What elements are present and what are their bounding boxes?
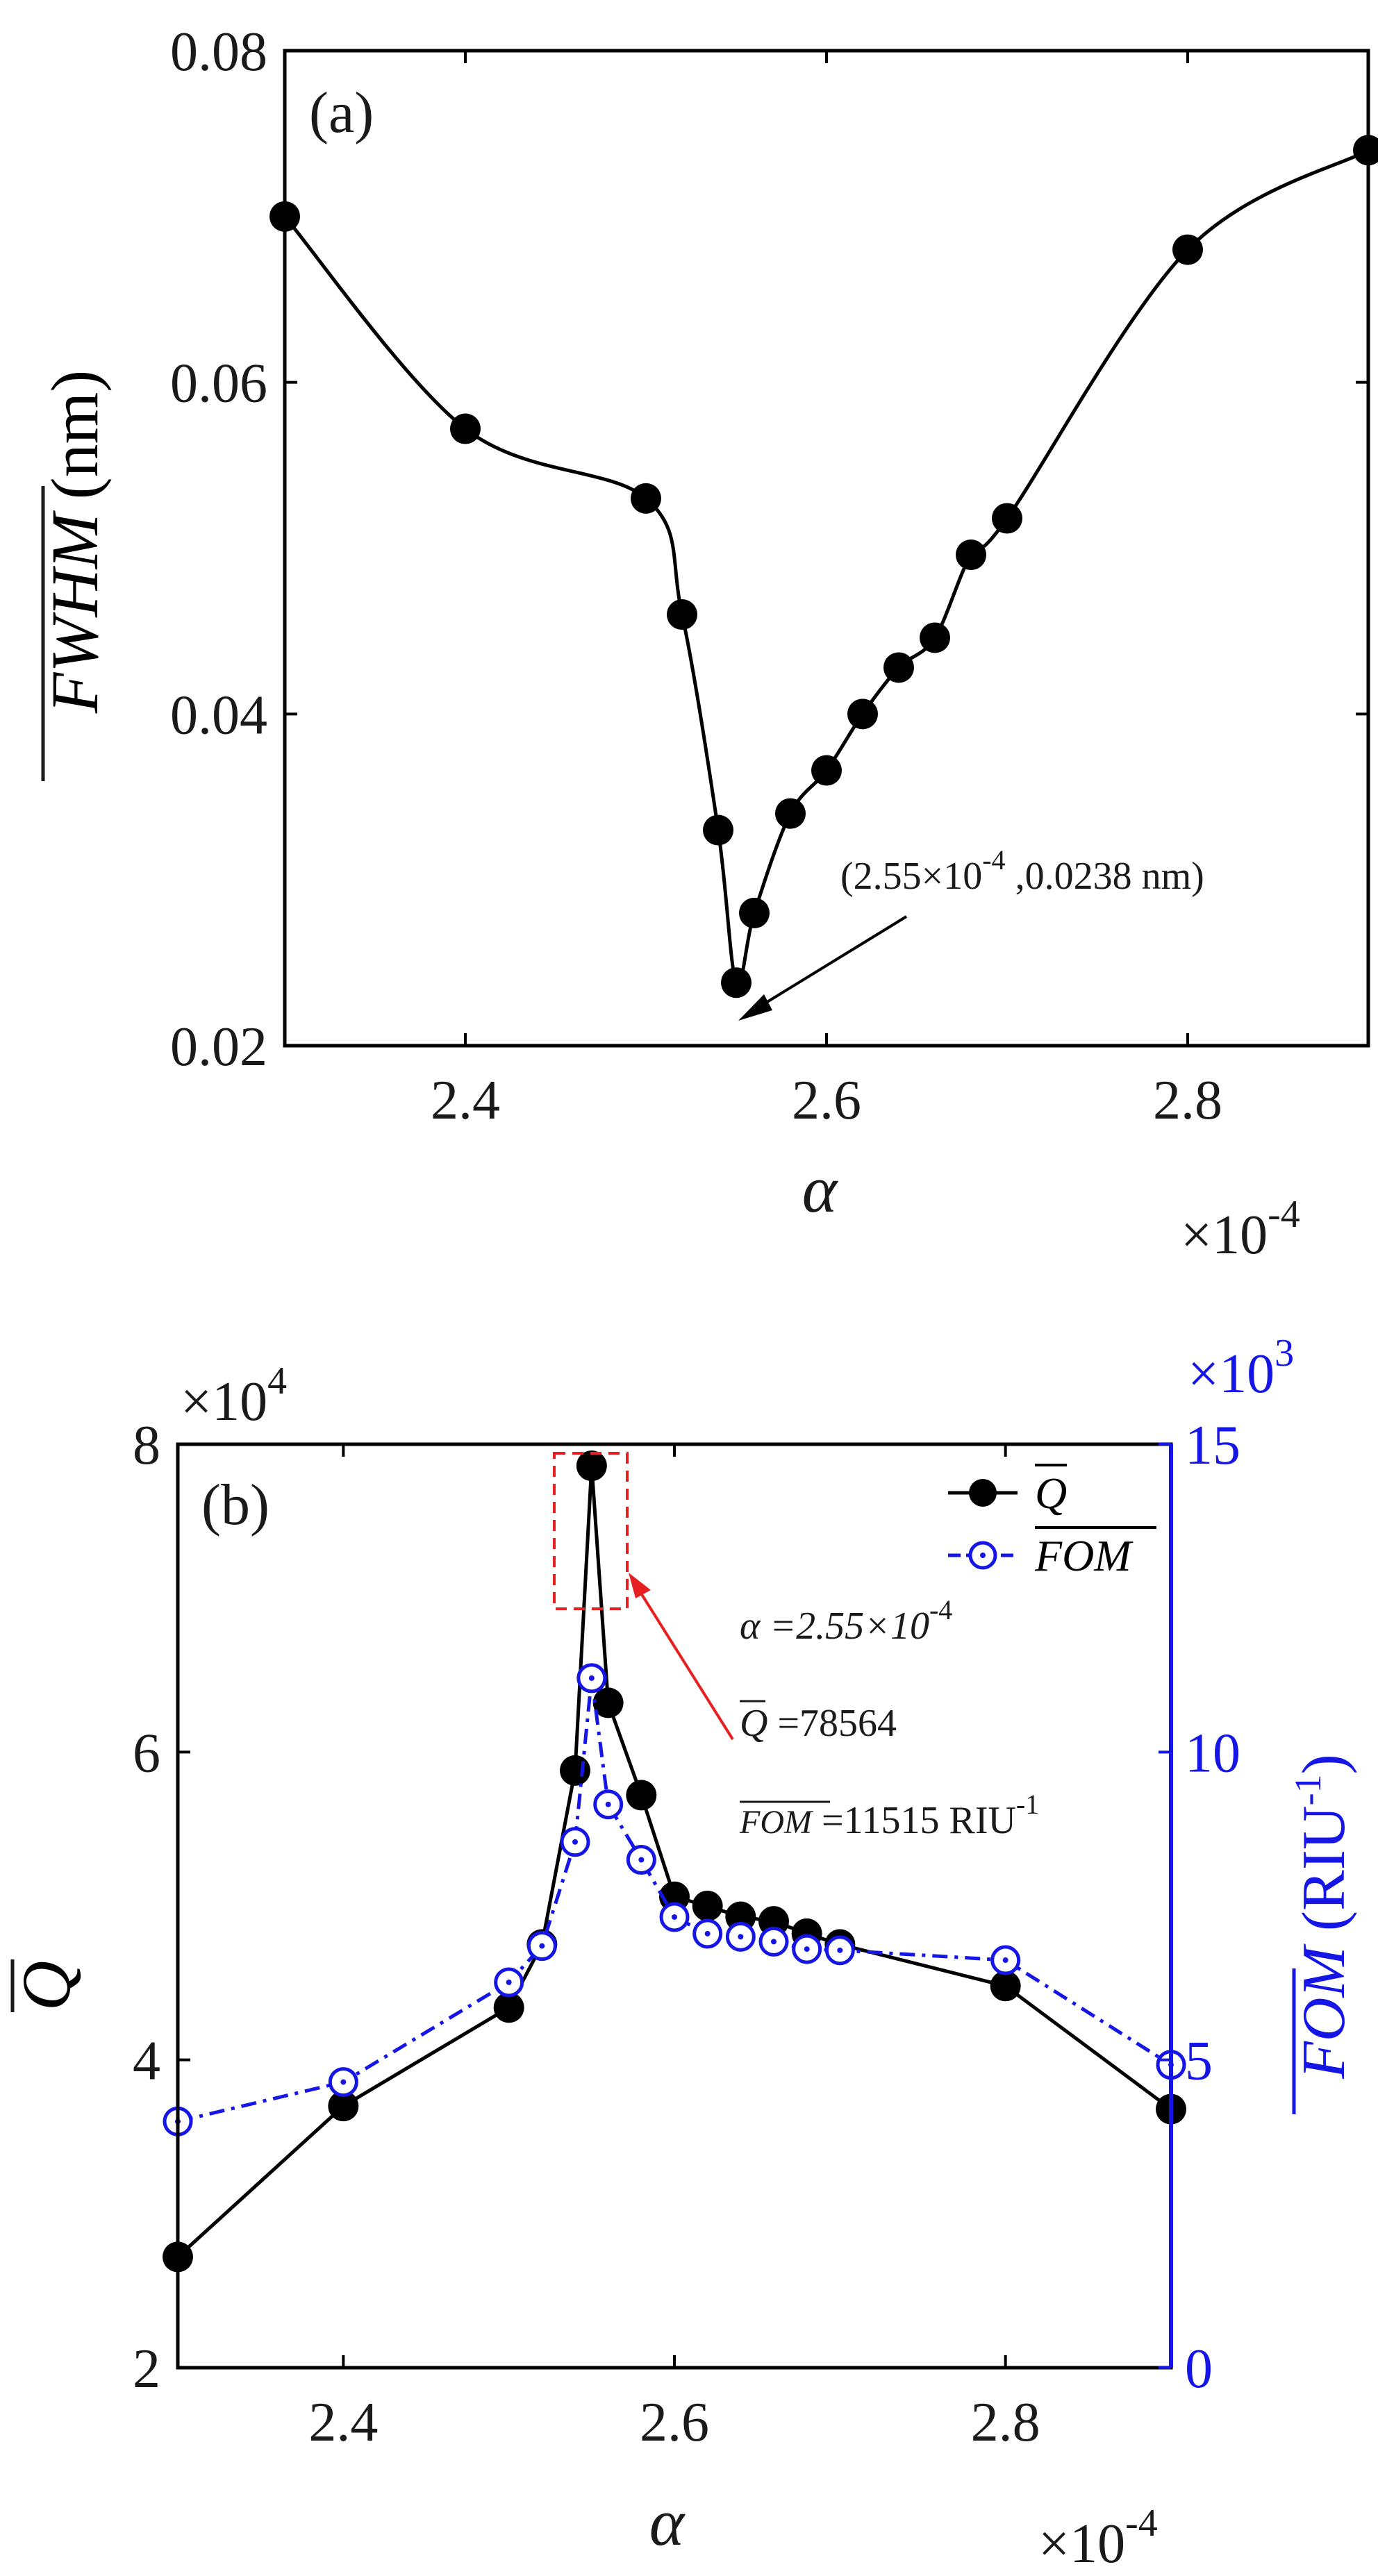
panel-a-y-axis-label: FWHM (nm) [38, 370, 112, 781]
panel-b-x-axis-label: α [649, 2485, 686, 2559]
panel-b-x-tick-label-0: 2.4 [308, 2392, 378, 2453]
panel-b-x-tick-label-1: 2.6 [640, 2392, 709, 2453]
svg-text:FWHM(nm): FWHM (nm) [38, 370, 112, 714]
panel-b-y-left-tick-label-2: 6 [133, 1723, 160, 1784]
panel-b-y-left-multiplier: ×104 [181, 1360, 287, 1432]
panel-a-annotation-arrow [738, 915, 908, 1021]
panel-b-annotation: α =2.55×10-4 Q =78564 FOM =11515 RIU-1 [739, 1594, 1039, 1842]
fwhm-point-15 [1353, 135, 1378, 166]
fom-point-center-10 [738, 1934, 744, 1940]
panel-a-x-multiplier: ×10-4 [1181, 1193, 1300, 1266]
fwhm-point-8 [811, 755, 842, 786]
legend-fom-label: FOM [1034, 1531, 1134, 1580]
panel-a-fwhm-chart: 2.4 2.6 2.8 0.02 0.04 0.06 0.08 (a) FWHM (nm) α… [38, 22, 1378, 1266]
panel-b-annotation-line1: α =2.55×10-4 [740, 1594, 952, 1648]
panel-b-legend: Q FOM [948, 1464, 1156, 1580]
fom-point-center-2 [506, 1979, 512, 1985]
fom-point-center-1 [340, 2079, 347, 2085]
fwhm-point-9 [847, 699, 878, 730]
panel-a-label: (a) [309, 81, 374, 145]
panel-b-label: (b) [201, 1473, 269, 1537]
panel-b-x-tick-label-2: 2.8 [971, 2392, 1040, 2453]
fwhm-point-4 [703, 814, 733, 846]
fwhm-point-13 [992, 503, 1022, 534]
fom-point-center-14 [1002, 1957, 1008, 1964]
legend-q-label: Q [1035, 1469, 1067, 1518]
panel-a-y-label-main: FWHM [38, 510, 112, 714]
svg-text:FOM (RIU-1): FOM (RIU-1) [1287, 1754, 1358, 2080]
fwhm-point-14 [1172, 234, 1203, 265]
panel-a-y-tick-label-1: 0.04 [170, 685, 267, 746]
panel-b-x-multiplier: ×10-4 [1038, 2502, 1158, 2575]
fom-point-center-3 [539, 1943, 545, 1949]
fwhm-point-5 [721, 967, 752, 998]
panel-a-annotation: (2.55×10-4 ,0.0238 nm) [840, 844, 1204, 898]
q-point-4 [560, 1755, 590, 1786]
panel-b-y-right-tick-label-3: 15 [1185, 1415, 1240, 1476]
q-point-9 [692, 1891, 723, 1921]
panel-a-x-tick-label-2: 2.8 [1153, 1070, 1222, 1131]
fom-point-center-6 [605, 1801, 611, 1807]
fom-point-center-8 [672, 1914, 677, 1920]
q-point-5 [576, 1450, 607, 1482]
fom-point-center-9 [704, 1930, 711, 1937]
panel-b-annotation-arrow [629, 1573, 734, 1741]
q-point-7 [626, 1780, 657, 1811]
panel-b-annotation-line2: Q =78564 [740, 1702, 897, 1745]
fwhm-point-7 [775, 798, 806, 829]
q-series-line [176, 1465, 1172, 2259]
panel-a-data-layer [269, 135, 1378, 998]
fwhm-point-12 [956, 540, 986, 571]
panel-a-y-tick-label-2: 0.06 [170, 353, 267, 415]
fom-point-center-4 [572, 1839, 578, 1845]
panel-b-y-right-axis-label: FOM (RIU-1) [1287, 1754, 1358, 2114]
q-point-2 [493, 1992, 524, 2023]
panel-b-q-fom-chart: 2.4 2.6 2.8 2 4 6 8 0 5 10 15 (b) ×104 ×103 Q FOM … [8, 1332, 1358, 2575]
panel-b-y-right-multiplier: ×103 [1188, 1332, 1294, 1405]
panel-b-y-left-tick-label-1: 4 [133, 2031, 160, 2092]
fom-point-center-7 [638, 1857, 645, 1863]
fwhm-point-2 [631, 483, 661, 514]
panel-a-tick-layer: 2.4 2.6 2.8 0.02 0.04 0.06 0.08 [170, 22, 1368, 1131]
panel-a-y-tick-label-0: 0.02 [170, 1017, 267, 1078]
q-point-1 [328, 2091, 359, 2122]
panel-b-y-left-tick-label-0: 2 [133, 2339, 160, 2400]
panel-b-y-right-tick-label-2: 10 [1185, 1723, 1240, 1784]
panel-b-y-right-tick-label-1: 5 [1185, 2031, 1213, 2092]
panel-a-y-tick-label-3: 0.08 [170, 22, 267, 83]
fwhm-point-3 [667, 599, 697, 630]
q-point-6 [592, 1687, 624, 1718]
panel-a-x-tick-label-1: 2.6 [792, 1070, 861, 1131]
fwhm-point-11 [920, 622, 950, 653]
q-point-14 [990, 1971, 1021, 2002]
fom-point-center-11 [771, 1939, 777, 1945]
svg-text:Q: Q [8, 1961, 85, 2011]
fwhm-point-1 [450, 413, 481, 444]
fom-point-center-12 [804, 1946, 810, 1952]
panel-b-peak-highlight-box [553, 1452, 629, 1610]
panel-a-y-label-unit: (nm) [38, 370, 112, 500]
panel-a-x-tick-label-0: 2.4 [431, 1070, 500, 1131]
panel-b-y-right-tick-label-0: 0 [1185, 2339, 1213, 2400]
fom-point-center-13 [837, 1947, 843, 1953]
legend-q-marker [969, 1479, 997, 1507]
panel-b-annotation-line3: FOM =11515 RIU-1 [739, 1789, 1039, 1842]
fwhm-point-10 [883, 652, 914, 683]
fom-point-center-5 [588, 1675, 595, 1681]
panel-b-y-left-axis-label: Q [8, 1959, 85, 2012]
panel-b-tick-layer: 2.4 2.6 2.8 2 4 6 8 0 5 10 15 [133, 1415, 1240, 2453]
fwhm-point-6 [739, 897, 770, 928]
panel-b-y-left-tick-label-3: 8 [133, 1415, 160, 1476]
panel-a-x-axis-label: α [802, 1152, 838, 1226]
